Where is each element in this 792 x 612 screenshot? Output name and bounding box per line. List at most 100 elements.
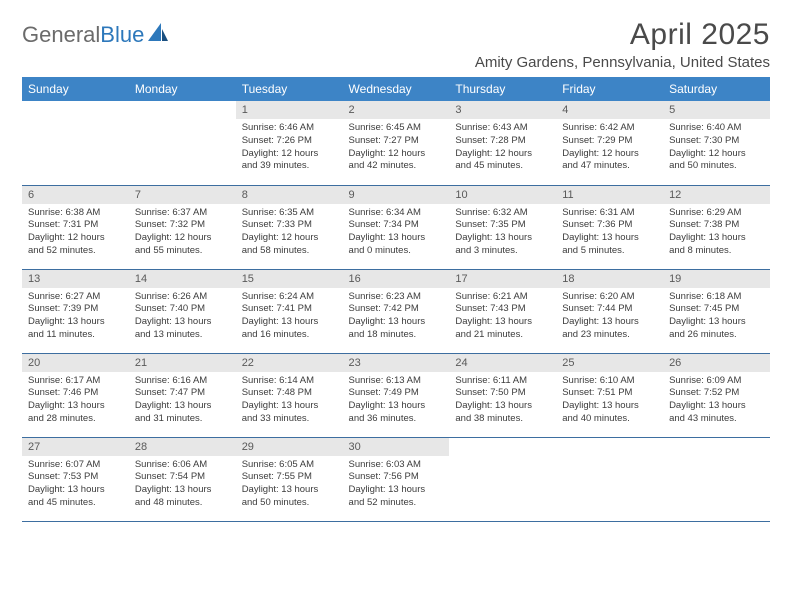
calendar-cell (556, 437, 663, 521)
day-detail: Sunrise: 6:43 AMSunset: 7:28 PMDaylight:… (449, 119, 556, 177)
sunset-text: Sunset: 7:42 PM (349, 303, 444, 316)
day-number: 15 (236, 270, 343, 288)
daylight-text: Daylight: 13 hours and 8 minutes. (669, 232, 764, 258)
day-number: 10 (449, 186, 556, 204)
calendar-cell: 9Sunrise: 6:34 AMSunset: 7:34 PMDaylight… (343, 185, 450, 269)
sunset-text: Sunset: 7:50 PM (455, 387, 550, 400)
day-number: 3 (449, 101, 556, 119)
calendar-row: 13Sunrise: 6:27 AMSunset: 7:39 PMDayligh… (22, 269, 770, 353)
sunset-text: Sunset: 7:29 PM (562, 135, 657, 148)
daylight-text: Daylight: 13 hours and 50 minutes. (242, 484, 337, 510)
sunrise-text: Sunrise: 6:45 AM (349, 122, 444, 135)
month-title: April 2025 (475, 18, 770, 52)
daylight-text: Daylight: 13 hours and 0 minutes. (349, 232, 444, 258)
sunset-text: Sunset: 7:31 PM (28, 219, 123, 232)
day-detail: Sunrise: 6:31 AMSunset: 7:36 PMDaylight:… (556, 204, 663, 262)
day-detail: Sunrise: 6:35 AMSunset: 7:33 PMDaylight:… (236, 204, 343, 262)
sunrise-text: Sunrise: 6:42 AM (562, 122, 657, 135)
calendar-cell: 3Sunrise: 6:43 AMSunset: 7:28 PMDaylight… (449, 101, 556, 185)
day-number: 14 (129, 270, 236, 288)
daylight-text: Daylight: 13 hours and 23 minutes. (562, 316, 657, 342)
calendar-cell: 18Sunrise: 6:20 AMSunset: 7:44 PMDayligh… (556, 269, 663, 353)
daylight-text: Daylight: 13 hours and 18 minutes. (349, 316, 444, 342)
sunset-text: Sunset: 7:40 PM (135, 303, 230, 316)
daylight-text: Daylight: 13 hours and 11 minutes. (28, 316, 123, 342)
day-detail: Sunrise: 6:13 AMSunset: 7:49 PMDaylight:… (343, 372, 450, 430)
daylight-text: Daylight: 13 hours and 40 minutes. (562, 400, 657, 426)
calendar-cell: 4Sunrise: 6:42 AMSunset: 7:29 PMDaylight… (556, 101, 663, 185)
weekday-header: Saturday (663, 77, 770, 101)
sunrise-text: Sunrise: 6:37 AM (135, 207, 230, 220)
sunset-text: Sunset: 7:43 PM (455, 303, 550, 316)
calendar-cell: 12Sunrise: 6:29 AMSunset: 7:38 PMDayligh… (663, 185, 770, 269)
sunrise-text: Sunrise: 6:11 AM (455, 375, 550, 388)
sunrise-text: Sunrise: 6:03 AM (349, 459, 444, 472)
daylight-text: Daylight: 13 hours and 48 minutes. (135, 484, 230, 510)
daylight-text: Daylight: 12 hours and 45 minutes. (455, 148, 550, 174)
daylight-text: Daylight: 12 hours and 39 minutes. (242, 148, 337, 174)
calendar-table: Sunday Monday Tuesday Wednesday Thursday… (22, 77, 770, 522)
sunrise-text: Sunrise: 6:31 AM (562, 207, 657, 220)
weekday-header: Monday (129, 77, 236, 101)
sunset-text: Sunset: 7:45 PM (669, 303, 764, 316)
daylight-text: Daylight: 12 hours and 52 minutes. (28, 232, 123, 258)
day-detail: Sunrise: 6:38 AMSunset: 7:31 PMDaylight:… (22, 204, 129, 262)
daylight-text: Daylight: 13 hours and 16 minutes. (242, 316, 337, 342)
calendar-cell: 28Sunrise: 6:06 AMSunset: 7:54 PMDayligh… (129, 437, 236, 521)
day-detail: Sunrise: 6:46 AMSunset: 7:26 PMDaylight:… (236, 119, 343, 177)
day-detail: Sunrise: 6:42 AMSunset: 7:29 PMDaylight:… (556, 119, 663, 177)
day-detail: Sunrise: 6:26 AMSunset: 7:40 PMDaylight:… (129, 288, 236, 346)
calendar-cell: 6Sunrise: 6:38 AMSunset: 7:31 PMDaylight… (22, 185, 129, 269)
day-number: 30 (343, 438, 450, 456)
day-detail: Sunrise: 6:16 AMSunset: 7:47 PMDaylight:… (129, 372, 236, 430)
sunrise-text: Sunrise: 6:07 AM (28, 459, 123, 472)
calendar-cell: 8Sunrise: 6:35 AMSunset: 7:33 PMDaylight… (236, 185, 343, 269)
day-number: 28 (129, 438, 236, 456)
calendar-cell: 13Sunrise: 6:27 AMSunset: 7:39 PMDayligh… (22, 269, 129, 353)
day-detail: Sunrise: 6:07 AMSunset: 7:53 PMDaylight:… (22, 456, 129, 514)
sunrise-text: Sunrise: 6:32 AM (455, 207, 550, 220)
sunrise-text: Sunrise: 6:40 AM (669, 122, 764, 135)
daylight-text: Daylight: 12 hours and 47 minutes. (562, 148, 657, 174)
day-detail: Sunrise: 6:37 AMSunset: 7:32 PMDaylight:… (129, 204, 236, 262)
calendar-cell: 1Sunrise: 6:46 AMSunset: 7:26 PMDaylight… (236, 101, 343, 185)
calendar-cell (22, 101, 129, 185)
sunset-text: Sunset: 7:49 PM (349, 387, 444, 400)
sunset-text: Sunset: 7:48 PM (242, 387, 337, 400)
day-detail: Sunrise: 6:21 AMSunset: 7:43 PMDaylight:… (449, 288, 556, 346)
daylight-text: Daylight: 13 hours and 5 minutes. (562, 232, 657, 258)
calendar-cell: 14Sunrise: 6:26 AMSunset: 7:40 PMDayligh… (129, 269, 236, 353)
sunset-text: Sunset: 7:52 PM (669, 387, 764, 400)
day-number: 19 (663, 270, 770, 288)
weekday-header: Thursday (449, 77, 556, 101)
day-detail: Sunrise: 6:18 AMSunset: 7:45 PMDaylight:… (663, 288, 770, 346)
sunset-text: Sunset: 7:53 PM (28, 471, 123, 484)
brand-part2: Blue (100, 22, 144, 47)
daylight-text: Daylight: 13 hours and 31 minutes. (135, 400, 230, 426)
calendar-cell: 2Sunrise: 6:45 AMSunset: 7:27 PMDaylight… (343, 101, 450, 185)
day-number: 8 (236, 186, 343, 204)
day-detail: Sunrise: 6:32 AMSunset: 7:35 PMDaylight:… (449, 204, 556, 262)
sunset-text: Sunset: 7:35 PM (455, 219, 550, 232)
day-number: 23 (343, 354, 450, 372)
calendar-cell (449, 437, 556, 521)
day-number: 2 (343, 101, 450, 119)
day-number: 27 (22, 438, 129, 456)
sunrise-text: Sunrise: 6:16 AM (135, 375, 230, 388)
sunrise-text: Sunrise: 6:06 AM (135, 459, 230, 472)
sunrise-text: Sunrise: 6:27 AM (28, 291, 123, 304)
calendar-cell: 22Sunrise: 6:14 AMSunset: 7:48 PMDayligh… (236, 353, 343, 437)
day-detail: Sunrise: 6:40 AMSunset: 7:30 PMDaylight:… (663, 119, 770, 177)
calendar-cell: 24Sunrise: 6:11 AMSunset: 7:50 PMDayligh… (449, 353, 556, 437)
calendar-row: 20Sunrise: 6:17 AMSunset: 7:46 PMDayligh… (22, 353, 770, 437)
daylight-text: Daylight: 12 hours and 50 minutes. (669, 148, 764, 174)
daylight-text: Daylight: 13 hours and 36 minutes. (349, 400, 444, 426)
daylight-text: Daylight: 13 hours and 45 minutes. (28, 484, 123, 510)
weekday-header: Tuesday (236, 77, 343, 101)
calendar-row: 1Sunrise: 6:46 AMSunset: 7:26 PMDaylight… (22, 101, 770, 185)
day-detail: Sunrise: 6:03 AMSunset: 7:56 PMDaylight:… (343, 456, 450, 514)
page-header: GeneralBlue April 2025 Amity Gardens, Pe… (22, 18, 770, 71)
sunrise-text: Sunrise: 6:17 AM (28, 375, 123, 388)
daylight-text: Daylight: 13 hours and 43 minutes. (669, 400, 764, 426)
location-text: Amity Gardens, Pennsylvania, United Stat… (475, 54, 770, 71)
